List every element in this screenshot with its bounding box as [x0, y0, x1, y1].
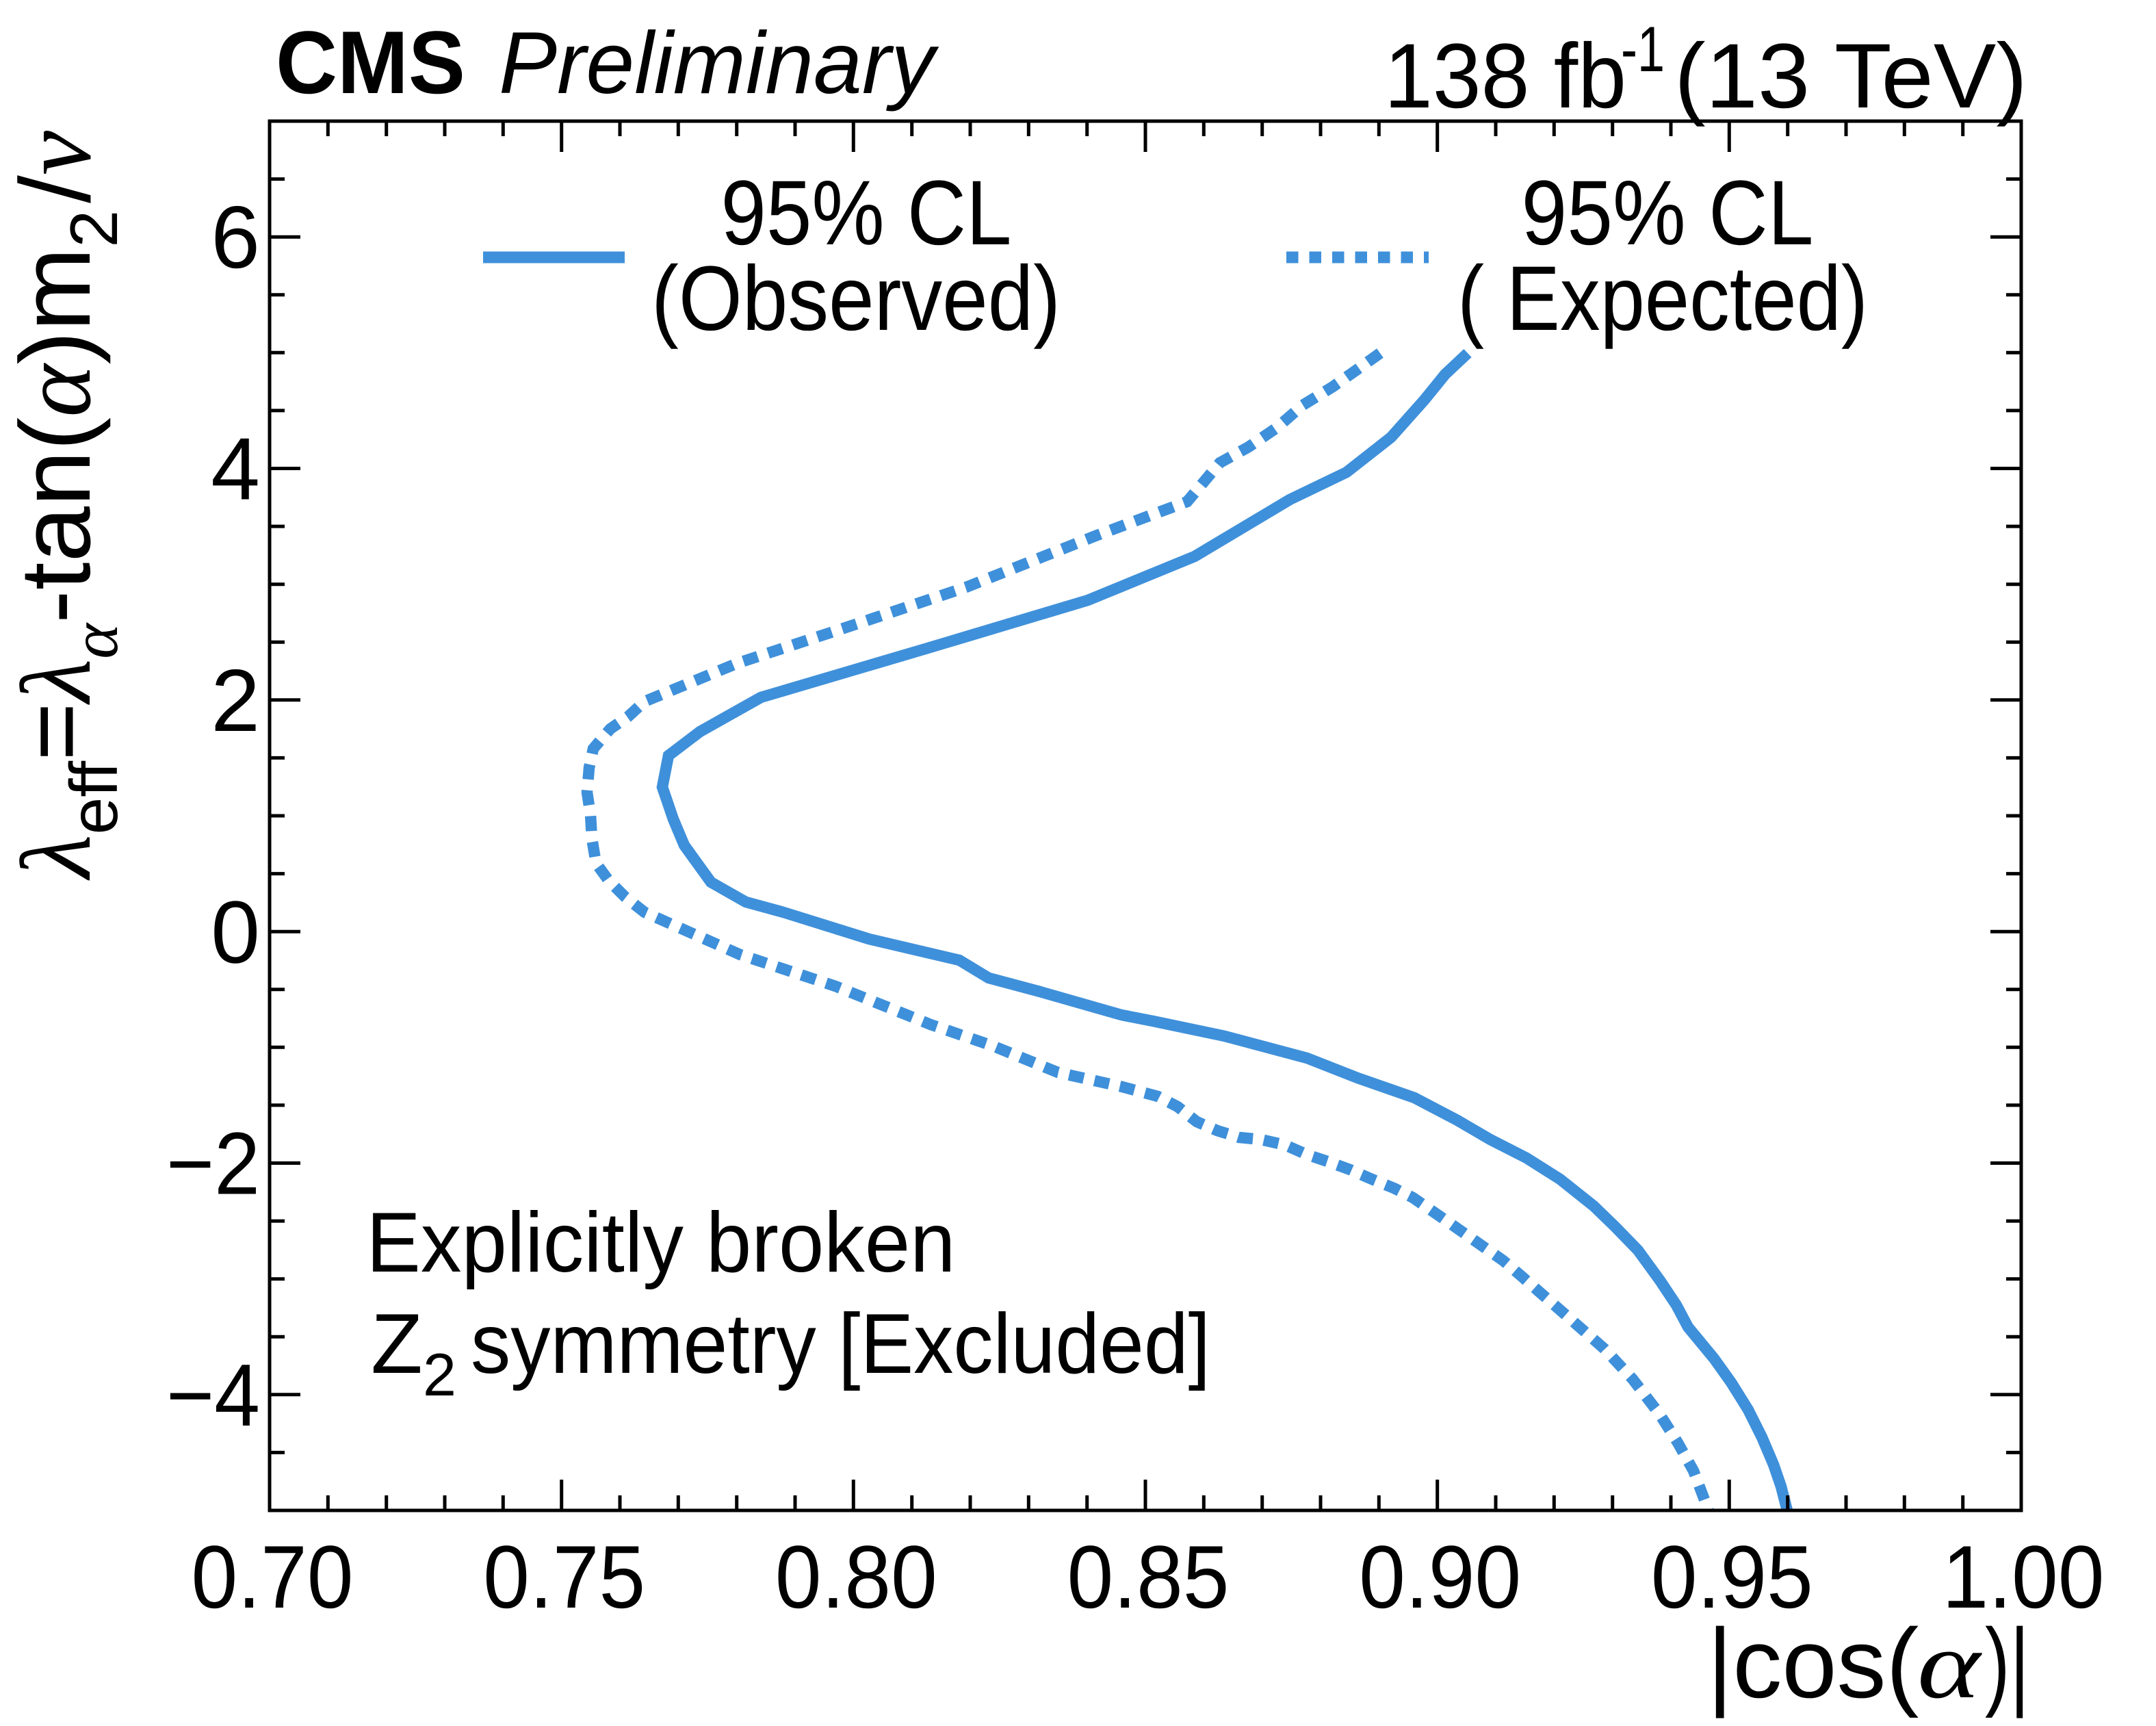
svg-text:-1: -1: [1621, 13, 1665, 85]
svg-text:0.90: 0.90: [1359, 1527, 1521, 1627]
svg-text:|cos(: |cos(: [1707, 1608, 1919, 1718]
svg-text:−4: −4: [166, 1346, 260, 1445]
svg-text:0.80: 0.80: [775, 1527, 937, 1627]
svg-text:(Observed): (Observed): [651, 248, 1061, 350]
svg-text:symmetry [Excluded]: symmetry [Excluded]: [471, 1297, 1210, 1391]
svg-text:95% CL: 95% CL: [1522, 162, 1814, 264]
svg-text:0.75: 0.75: [483, 1527, 645, 1627]
svg-text:0.70: 0.70: [192, 1527, 354, 1627]
svg-text:0.85: 0.85: [1067, 1527, 1230, 1627]
svg-text:0: 0: [211, 884, 260, 982]
svg-text:( Expected): ( Expected): [1457, 248, 1868, 350]
svg-text:4: 4: [211, 420, 260, 519]
svg-text:α: α: [1917, 1612, 1983, 1718]
svg-text:Explicitly broken: Explicitly broken: [366, 1196, 955, 1290]
svg-text:138 fb: 138 fb: [1384, 25, 1626, 127]
svg-text:95% CL: 95% CL: [721, 162, 1012, 264]
svg-text:)|: )|: [1985, 1608, 2029, 1718]
svg-text:6: 6: [211, 188, 260, 287]
svg-text:1.00: 1.00: [1943, 1527, 2105, 1627]
svg-text:Z: Z: [371, 1297, 423, 1391]
svg-text:0.95: 0.95: [1651, 1527, 1813, 1627]
svg-text:λeff=λα-tan(α)m2/ν: λeff=λα-tan(α)m2/ν: [0, 131, 132, 881]
svg-text:Preliminary: Preliminary: [499, 14, 939, 112]
svg-text:CMS: CMS: [276, 12, 465, 112]
svg-text:2: 2: [423, 1341, 456, 1408]
svg-text:−2: −2: [166, 1115, 260, 1213]
svg-text:(13 TeV): (13 TeV): [1674, 25, 2027, 127]
svg-text:2: 2: [211, 652, 260, 750]
